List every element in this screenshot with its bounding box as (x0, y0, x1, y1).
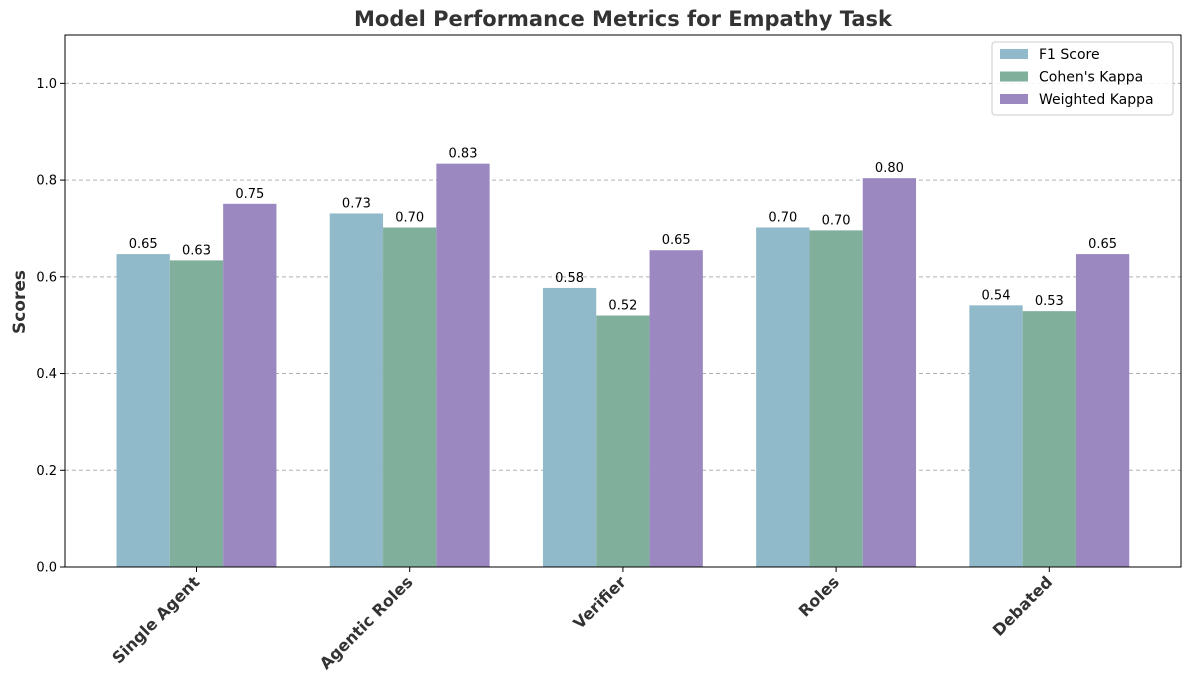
bar-cohen-s-kappa (596, 315, 650, 567)
data-label: 0.83 (449, 147, 478, 162)
legend-box (991, 41, 1174, 116)
bar-f1-score (542, 287, 597, 567)
bar-cohen-s-kappa (169, 260, 224, 567)
data-label: 0.52 (608, 299, 637, 314)
legend-swatch (1000, 94, 1028, 104)
data-label: 0.65 (1088, 237, 1117, 252)
y-axis-label: Scores (10, 270, 30, 334)
x-tick-label: Single Agent (108, 572, 203, 667)
x-tick-label: Debated (989, 572, 1056, 639)
x-tick-label: Agentic Roles (316, 572, 417, 673)
data-labels: 0.65 0.63 0.75 0.73 0.70 0.83 0.58 0.52 0.65 0.70… (129, 147, 1117, 314)
bar-f1-score (329, 213, 384, 567)
bar-weighted-kappa (862, 178, 917, 567)
bar-f1-score (756, 227, 810, 567)
chart-title: Model Performance Metrics for Empathy Ta… (354, 7, 893, 31)
bar-weighted-kappa (649, 250, 703, 567)
x-tick-label: Roles (795, 572, 843, 620)
y-axis-ticks: 0.0 0.2 0.4 0.6 0.8 1.0 (36, 77, 65, 576)
data-label: 0.63 (182, 243, 211, 258)
bars (116, 163, 1130, 567)
bar-f1-score (116, 254, 170, 567)
legend-label: F1 Score (1039, 47, 1100, 63)
data-label: 0.65 (662, 233, 691, 248)
data-label: 0.58 (555, 271, 584, 286)
bar-weighted-kappa (436, 163, 490, 567)
y-tick-label: 0.0 (36, 561, 57, 576)
data-label: 0.70 (822, 213, 851, 228)
legend: F1 Score Cohen's Kappa Weighted Kappa (991, 41, 1174, 116)
bar-cohen-s-kappa (1022, 311, 1076, 567)
x-axis-ticks: Single Agent Agentic Roles Verifier Roles De… (108, 567, 1056, 673)
legend-swatch (1000, 71, 1028, 82)
legend-swatch (1000, 49, 1028, 59)
data-label: 0.80 (875, 161, 904, 176)
y-tick-label: 1.0 (36, 77, 57, 92)
data-label: 0.53 (1035, 294, 1064, 309)
bar-cohen-s-kappa (383, 227, 437, 567)
data-label: 0.70 (395, 210, 424, 225)
legend-label: Weighted Kappa (1039, 92, 1154, 108)
data-label: 0.54 (982, 288, 1011, 303)
y-tick-label: 0.8 (36, 174, 57, 189)
data-label: 0.70 (768, 210, 797, 225)
y-tick-label: 0.6 (36, 270, 57, 285)
bar-cohen-s-kappa (809, 230, 863, 567)
x-tick-label: Verifier (569, 572, 629, 632)
data-label: 0.75 (235, 187, 264, 202)
bar-f1-score (969, 305, 1023, 567)
bar-weighted-kappa (223, 203, 277, 567)
bar-weighted-kappa (1075, 254, 1130, 567)
data-label: 0.65 (129, 237, 158, 252)
legend-label: Cohen's Kappa (1039, 70, 1143, 86)
y-tick-label: 0.4 (36, 367, 57, 382)
data-label: 0.73 (342, 196, 371, 211)
y-tick-label: 0.2 (36, 464, 57, 479)
